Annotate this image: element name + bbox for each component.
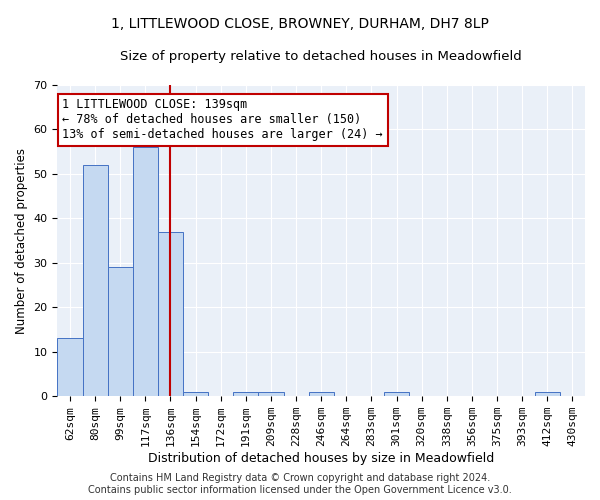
Title: Size of property relative to detached houses in Meadowfield: Size of property relative to detached ho… — [121, 50, 522, 63]
Bar — [308, 392, 334, 396]
Bar — [535, 392, 560, 396]
Bar — [183, 392, 208, 396]
Text: 1 LITTLEWOOD CLOSE: 139sqm
← 78% of detached houses are smaller (150)
13% of sem: 1 LITTLEWOOD CLOSE: 139sqm ← 78% of deta… — [62, 98, 383, 142]
Bar — [83, 165, 107, 396]
Text: 1, LITTLEWOOD CLOSE, BROWNEY, DURHAM, DH7 8LP: 1, LITTLEWOOD CLOSE, BROWNEY, DURHAM, DH… — [111, 18, 489, 32]
Bar — [58, 338, 83, 396]
Bar — [384, 392, 409, 396]
Bar — [233, 392, 259, 396]
Text: Contains HM Land Registry data © Crown copyright and database right 2024.
Contai: Contains HM Land Registry data © Crown c… — [88, 474, 512, 495]
Y-axis label: Number of detached properties: Number of detached properties — [15, 148, 28, 334]
Bar — [133, 147, 158, 396]
Bar — [107, 268, 133, 396]
X-axis label: Distribution of detached houses by size in Meadowfield: Distribution of detached houses by size … — [148, 452, 494, 465]
Bar — [259, 392, 284, 396]
Bar — [158, 232, 183, 396]
